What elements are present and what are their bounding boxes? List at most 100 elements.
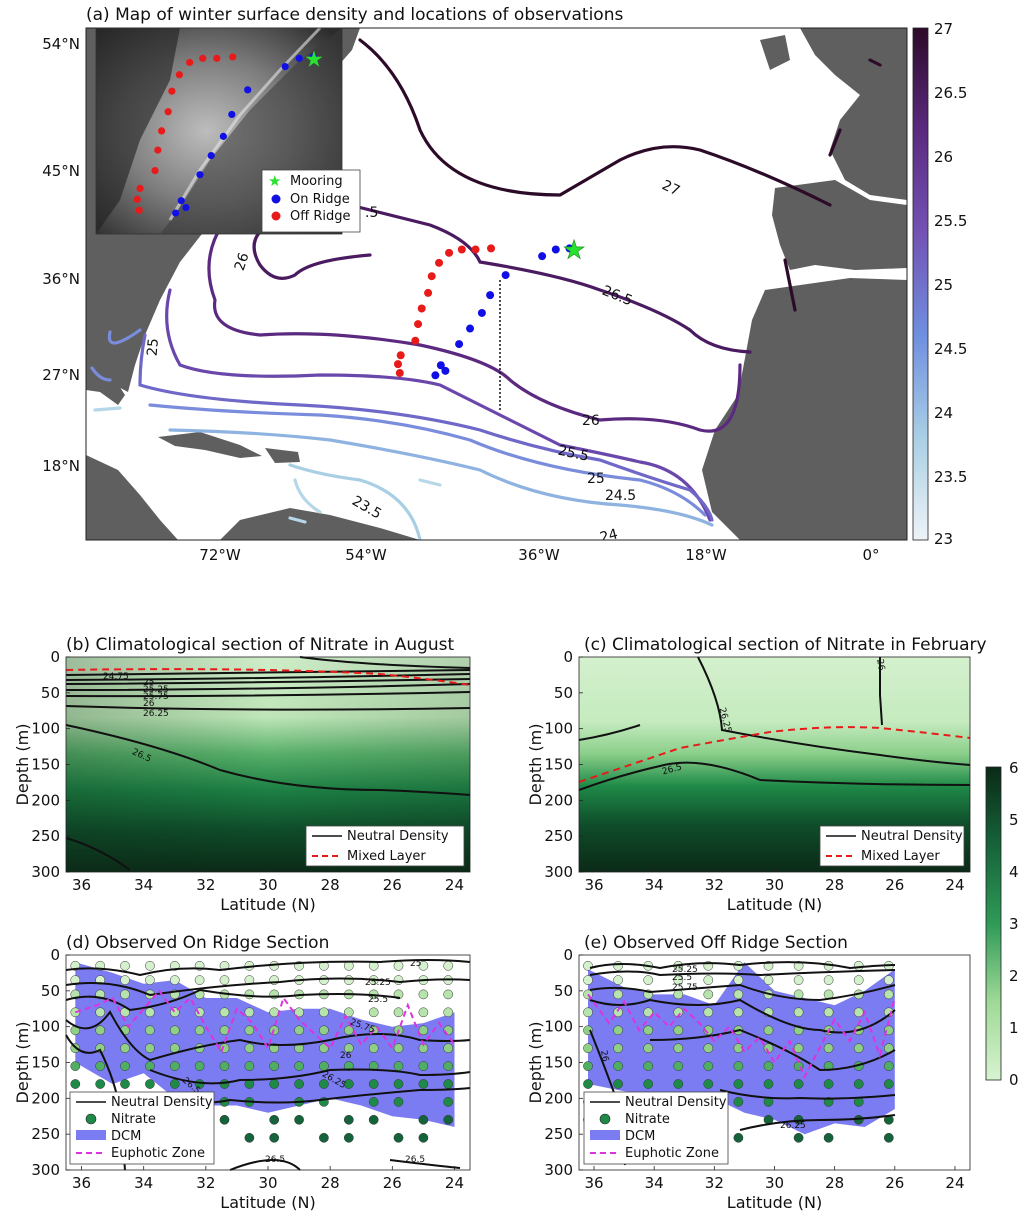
on-ridge-station xyxy=(477,308,486,317)
depth-tick-label: 0 xyxy=(563,648,573,666)
nitrate-sample xyxy=(393,1061,404,1071)
cuba-land xyxy=(158,432,262,458)
nitrate-sample xyxy=(823,1079,834,1089)
map-lon-ticks: 72°W 54°W 36°W 18°W 0° xyxy=(199,546,879,564)
nitrate-sample xyxy=(853,1079,864,1089)
nitrate-sample xyxy=(418,989,429,1000)
inset-off-ridge-station xyxy=(175,71,183,79)
nitrate-sample xyxy=(418,1061,429,1071)
nitrate-sample xyxy=(294,1025,304,1036)
latitude-tick-label: 28 xyxy=(825,1174,844,1192)
nitrate-sample xyxy=(703,1043,714,1054)
panel-e-isopycnal xyxy=(589,961,896,970)
panel-d-title: (d) Observed On Ridge Section xyxy=(66,933,329,953)
inset-off-ridge-station xyxy=(229,53,237,61)
contour-26-5 xyxy=(328,198,752,354)
depth-tick-label: 300 xyxy=(31,863,60,881)
nitrate-sample xyxy=(883,1079,894,1089)
panel-b-contour-label: 25 xyxy=(143,678,154,688)
nitrate-sample xyxy=(443,989,454,1000)
legend-nitrate: Nitrate xyxy=(111,1112,156,1127)
nitrate-sample xyxy=(145,1079,155,1089)
nitrate-sample xyxy=(294,1114,304,1125)
nitrate-sample xyxy=(70,1061,81,1071)
nitrate-sample xyxy=(763,975,774,985)
nitrate-sample xyxy=(673,1025,684,1036)
latitude-tick-label: 28 xyxy=(825,876,844,894)
latitude-tick-label: 26 xyxy=(383,1174,402,1192)
latitude-tick-label: 36 xyxy=(584,876,603,894)
nitrate-sample xyxy=(823,1043,834,1054)
lon-tick-label: 36°W xyxy=(518,546,560,564)
panel-c-isopycnal xyxy=(697,656,971,766)
nitrate-sample xyxy=(319,1025,329,1036)
map-stations: ★ xyxy=(393,235,586,380)
density-colorbar: 27 26.5 26 25.5 25 24.5 24 23.5 23 xyxy=(912,20,967,548)
latitude-tick-label: 24 xyxy=(945,876,964,894)
nitrate-sample xyxy=(120,1061,130,1071)
contour-24 xyxy=(168,428,714,527)
nitrate-sample xyxy=(269,1132,280,1143)
lat-tick-label: 54°N xyxy=(42,35,80,53)
legend-dcm: DCM xyxy=(625,1129,655,1144)
nitrate-sample xyxy=(673,1043,684,1054)
nitrate-sample xyxy=(613,960,623,971)
legend-euphotic-zone: Euphotic Zone xyxy=(111,1146,205,1161)
off-ridge-station xyxy=(445,248,454,257)
off-ridge-station xyxy=(424,288,433,297)
panel-b-contour-label: 26 xyxy=(143,699,155,709)
nitrate-sample xyxy=(120,1043,130,1054)
nitrate-sample xyxy=(393,1097,404,1107)
nitrate-sample xyxy=(883,975,894,985)
legend-nitrate-marker xyxy=(85,1113,97,1125)
colorbar-tick: 23 xyxy=(934,530,953,548)
depth-axis-label: Depth (m) xyxy=(13,724,32,806)
latitude-axis-label: Latitude (N) xyxy=(727,1193,822,1212)
panel-b-title: (b) Climatological section of Nitrate in… xyxy=(66,635,455,655)
nitrate-sample xyxy=(319,975,329,985)
lat-tick-label: 27°N xyxy=(42,366,80,384)
panel-d-plot: 25 25.25 25.5 25.75 26 26.25 26.5 26.5 2… xyxy=(65,954,471,1171)
latitude-axis-label: Latitude (N) xyxy=(220,1193,315,1212)
inset-mooring-star-icon: ★ xyxy=(304,48,324,73)
legend-on-ridge: On Ridge xyxy=(290,192,350,207)
nitrate-sample xyxy=(343,1007,354,1018)
nitrate-sample xyxy=(269,1079,280,1089)
nitrate-sample xyxy=(145,1007,155,1018)
off-ridge-station xyxy=(417,304,426,313)
nitrate-sample xyxy=(673,1061,684,1071)
nitrate-sample xyxy=(244,1061,255,1071)
colorbar-tick: 24 xyxy=(934,404,953,422)
legend-neutral-density: Neutral Density xyxy=(861,829,963,844)
depth-tick-label: 200 xyxy=(544,1089,573,1107)
nitrate-sample xyxy=(343,1043,354,1054)
nitrate-sample xyxy=(643,975,654,985)
panel-b-mixed-layer xyxy=(65,668,471,686)
legend-neutral-density: Neutral Density xyxy=(625,1095,727,1110)
depth-axis-label: Depth (m) xyxy=(13,1022,32,1104)
on-ridge-station xyxy=(455,340,464,349)
off-ridge-station xyxy=(427,272,436,281)
on-ridge-station xyxy=(565,244,574,253)
latitude-tick-label: 36 xyxy=(72,1174,91,1192)
latitude-axis-label: Latitude (N) xyxy=(220,895,315,914)
depth-tick-label: 50 xyxy=(41,982,60,1000)
nitrate-colorbar-tick: 6 xyxy=(1009,759,1019,777)
inset-off-ridge-station xyxy=(154,146,162,154)
colorbar-tick: 25 xyxy=(934,276,953,294)
nitrate-sample xyxy=(853,975,864,985)
nitrate-sample xyxy=(120,960,130,971)
off-ridge-station xyxy=(414,320,423,329)
panel-b-isopycnal xyxy=(65,705,471,711)
nitrate-sample xyxy=(95,1061,106,1071)
panel-d-contour-label: 26 xyxy=(340,1051,352,1061)
nitrate-sample xyxy=(343,1061,354,1071)
inset-on-ridge-station xyxy=(172,209,180,217)
mooring-star-icon: ★ xyxy=(268,172,281,190)
nitrate-sample xyxy=(343,1114,354,1125)
colorbar-tick: 23.5 xyxy=(934,468,967,486)
nitrate-sample xyxy=(169,1061,180,1071)
nitrate-sample xyxy=(294,1061,304,1071)
nitrate-sample xyxy=(733,989,744,1000)
inset-on-ridge-station xyxy=(244,86,252,94)
